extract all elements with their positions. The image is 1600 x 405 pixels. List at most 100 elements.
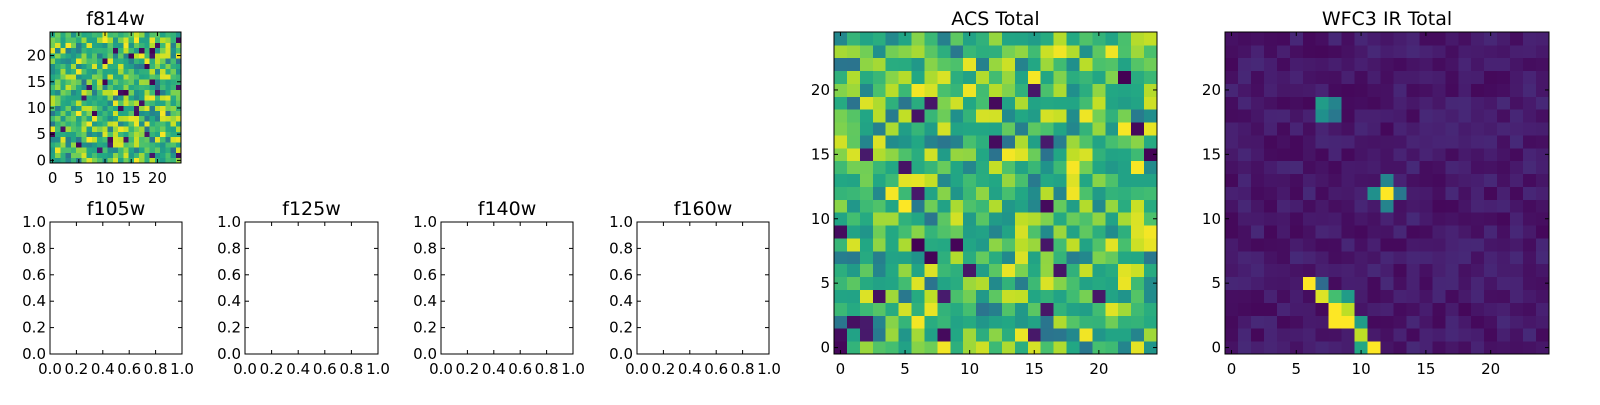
heatmap-cell (123, 115, 129, 122)
heatmap-cell (1393, 160, 1407, 175)
heatmap-cell (924, 238, 938, 252)
y-tick-label: 5 (1211, 274, 1221, 292)
heatmap-cell (149, 37, 156, 43)
heatmap-cell (1484, 225, 1498, 239)
heatmap-cell (1027, 328, 1042, 342)
heatmap-cell (112, 68, 119, 75)
heatmap-cell (154, 105, 161, 111)
heatmap-cell (859, 302, 874, 316)
heatmap-cell (102, 52, 109, 59)
heatmap-cell (937, 70, 951, 84)
heatmap-cell (1118, 238, 1132, 252)
heatmap-cell (1105, 147, 1119, 162)
heatmap-cell (1276, 135, 1291, 149)
heatmap-cell (1225, 238, 1239, 252)
x-tick-label: 0.4 (678, 360, 702, 378)
heatmap-cell (1406, 263, 1420, 278)
heatmap-cell (1341, 173, 1355, 187)
heatmap-cell (118, 63, 124, 70)
heatmap-cell (834, 250, 848, 265)
heatmap-cell (60, 121, 67, 127)
heatmap-cell (50, 68, 56, 75)
heatmap-cell (1001, 147, 1016, 162)
heatmap-cell (859, 289, 874, 303)
heatmap-cell (1380, 302, 1394, 316)
heatmap-cell (1328, 315, 1343, 329)
heatmap-cell (1406, 44, 1420, 59)
heatmap-cell (846, 341, 861, 355)
heatmap-cell (81, 142, 88, 148)
heatmap-cell (937, 186, 951, 200)
heatmap-cell (989, 160, 1003, 175)
heatmap-cell (70, 100, 77, 106)
heatmap-cell (91, 47, 98, 54)
heatmap-cell (885, 83, 899, 97)
heatmap-cell (1523, 57, 1537, 72)
heatmap-cell (1053, 225, 1067, 239)
heatmap-cell (50, 147, 56, 153)
heatmap-cell (1250, 135, 1265, 149)
heatmap-cell (950, 186, 964, 200)
heatmap-cell (160, 79, 166, 85)
heatmap-cell (1380, 315, 1394, 329)
heatmap-cell (1484, 122, 1498, 136)
heatmap-cell (898, 186, 912, 200)
heatmap-cell (1484, 109, 1498, 123)
heatmap-cell (1289, 186, 1304, 200)
heatmap-cell (1001, 57, 1016, 72)
heatmap-cell (91, 52, 98, 59)
heatmap-cell (102, 58, 109, 64)
heatmap-cell (1315, 302, 1330, 316)
heatmap-cell (144, 152, 150, 159)
heatmap-cell (112, 79, 119, 85)
y-tick-label: 0.4 (217, 292, 241, 310)
heatmap-cell (139, 157, 145, 164)
heatmap-cell (1014, 160, 1029, 175)
heatmap-cell (859, 315, 874, 329)
f814w-cells (50, 32, 182, 164)
x-tick-label: 0 (836, 360, 846, 378)
heatmap-cell (1001, 186, 1016, 200)
heatmap-cell (1315, 147, 1330, 162)
heatmap-cell (118, 126, 124, 132)
y-tick-label: 0.6 (413, 266, 437, 284)
heatmap-cell (1341, 341, 1355, 355)
heatmap-cell (70, 42, 77, 49)
heatmap-cell (872, 289, 887, 303)
heatmap-cell (1092, 186, 1106, 200)
heatmap-cell (924, 173, 938, 187)
heatmap-cell (133, 152, 140, 159)
y-tick-label: 1.0 (609, 213, 633, 231)
heatmap-cell (1105, 341, 1119, 355)
heatmap-cell (118, 152, 124, 159)
heatmap-cell (846, 289, 861, 303)
heatmap-cell (139, 136, 145, 143)
heatmap-cell (118, 94, 124, 101)
heatmap-cell (149, 68, 156, 75)
heatmap-cell (963, 250, 977, 265)
heatmap-cell (1354, 289, 1368, 303)
heatmap-cell (1092, 225, 1106, 239)
heatmap-cell (91, 73, 98, 80)
heatmap-cell (1014, 186, 1029, 200)
heatmap-cell (1497, 250, 1511, 265)
heatmap-cell (1380, 276, 1394, 290)
heatmap-cell (1510, 276, 1524, 290)
heatmap-cell (139, 94, 145, 101)
heatmap-cell (950, 32, 964, 46)
f160w-title: f160w (674, 198, 733, 220)
heatmap-cell (86, 152, 93, 159)
heatmap-cell (1131, 44, 1145, 59)
heatmap-cell (1105, 263, 1119, 278)
heatmap-cell (1432, 147, 1446, 162)
heatmap-cell (885, 315, 899, 329)
heatmap-cell (91, 105, 98, 111)
heatmap-cell (1497, 199, 1511, 213)
heatmap-cell (1250, 199, 1265, 213)
heatmap-cell (1053, 186, 1067, 200)
heatmap-cell (1040, 212, 1055, 226)
heatmap-cell (1263, 238, 1278, 252)
acs-total-title: ACS Total (951, 8, 1039, 30)
heatmap-cell (1118, 315, 1132, 329)
